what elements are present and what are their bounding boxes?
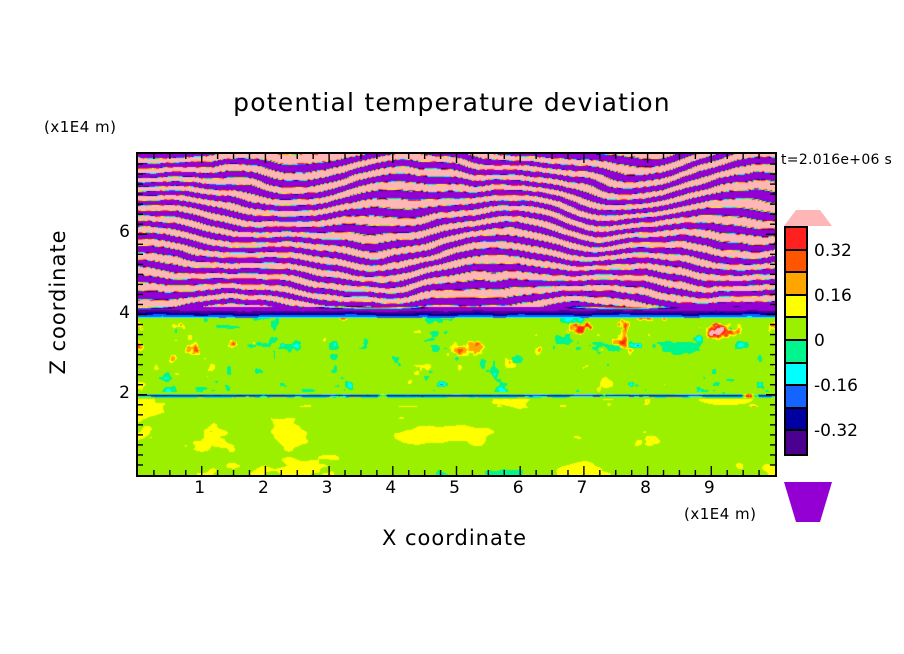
timestamp-label: t=2.016e+06 s bbox=[781, 152, 893, 168]
x-tick-label: 2 bbox=[257, 478, 269, 498]
colorbar-tick-label: -0.32 bbox=[814, 421, 858, 442]
colorbar-tick-label: 0.16 bbox=[814, 285, 852, 306]
colorbar-band bbox=[786, 408, 806, 432]
y-axis-title: Z coordinate bbox=[46, 229, 70, 375]
colorbar-tick-label: 0.32 bbox=[814, 240, 852, 261]
x-tick-label: 5 bbox=[449, 478, 460, 498]
y-tick-label: 6 bbox=[119, 222, 130, 243]
colorbar-over-cap bbox=[784, 210, 832, 226]
x-axis-tick-labels: 1 2 3 4 5 6 7 8 9 bbox=[136, 478, 773, 502]
contour-field-canvas bbox=[138, 154, 775, 475]
colorbar-band bbox=[786, 273, 806, 296]
colorbar-band bbox=[786, 250, 806, 274]
colorbar-bands bbox=[784, 226, 808, 456]
page-title: potential temperature deviation bbox=[233, 88, 671, 117]
x-tick-label: 4 bbox=[385, 478, 397, 498]
x-tick-label: 7 bbox=[576, 478, 588, 498]
colorbar-tick-label: -0.16 bbox=[814, 376, 858, 397]
x-tick-label: 1 bbox=[194, 478, 206, 498]
colorbar-band bbox=[786, 295, 806, 319]
colorbar-band bbox=[786, 386, 806, 409]
x-tick-label: 8 bbox=[640, 478, 652, 498]
y-axis-tick-labels: 2 4 6 bbox=[92, 152, 130, 473]
x-tick-label: 3 bbox=[321, 478, 333, 498]
colorbar-band bbox=[786, 340, 806, 364]
colorbar-band bbox=[786, 363, 806, 387]
colorbar-band bbox=[786, 318, 806, 341]
x-tick-label: 9 bbox=[703, 478, 715, 498]
x-tick-label: 6 bbox=[512, 478, 524, 498]
colorbar-band bbox=[786, 431, 806, 454]
colorbar-tick-label: 0 bbox=[814, 331, 825, 351]
colorbar-under-cap bbox=[784, 482, 832, 522]
y-tick-label: 2 bbox=[119, 382, 130, 403]
y-tick-label: 4 bbox=[119, 302, 130, 323]
colorbar: 0.32 0.16 0 -0.16 -0.32 bbox=[784, 210, 858, 522]
x-axis-title: X coordinate bbox=[381, 526, 528, 550]
contour-plot-area bbox=[136, 152, 777, 477]
x-axis-unit-label: (x1E4 m) bbox=[684, 505, 757, 523]
y-axis-unit-label: (x1E4 m) bbox=[44, 118, 117, 136]
colorbar-band bbox=[786, 228, 806, 251]
colorbar-tick-labels: 0.32 0.16 0 -0.16 -0.32 bbox=[814, 226, 884, 456]
